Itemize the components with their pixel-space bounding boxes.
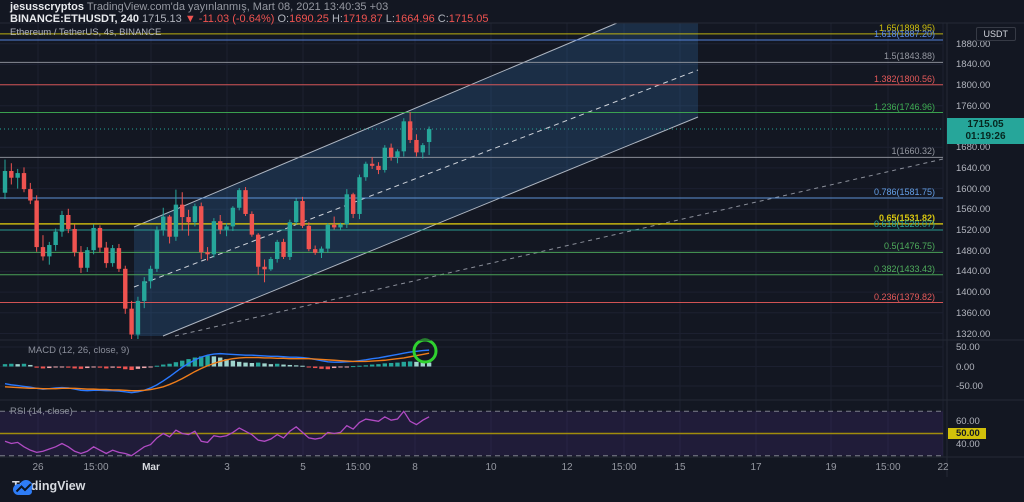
rsi-axis-tick[interactable]: 60.00 xyxy=(956,416,980,428)
price-axis-tick[interactable]: 1840.00 xyxy=(956,59,991,71)
time-axis-tick[interactable]: 22 xyxy=(937,462,949,473)
fib-level-label: 1(1660.32) xyxy=(891,146,935,157)
symbol-name[interactable]: BINANCE:ETHUSDT, 240 xyxy=(10,13,139,25)
currency-toggle[interactable]: USDT xyxy=(975,27,1016,41)
dashed-trendline-drawing[interactable] xyxy=(174,158,944,337)
tradingview-logo-icon xyxy=(13,480,33,495)
price-axis-tick[interactable]: 1360.00 xyxy=(956,307,991,319)
chart-legend[interactable]: Ethereum / TetherUS, 4s, BINANCE xyxy=(10,27,162,38)
price-axis-tick[interactable]: 1400.00 xyxy=(956,287,991,299)
pane-dividers xyxy=(0,22,1024,477)
time-axis-tick[interactable]: 10 xyxy=(485,462,497,473)
time-axis-tick[interactable]: 15:00 xyxy=(345,462,371,473)
publish-text: TradingView.com'da yayınlanmış, Mart 08,… xyxy=(86,1,389,13)
rsi-pane xyxy=(0,410,943,457)
fib-level-label: 0.786(1581.75) xyxy=(873,187,935,198)
time-axis-tick[interactable]: 15:00 xyxy=(83,462,109,473)
low-label: L: xyxy=(385,13,395,25)
high-value: 1719.87 xyxy=(342,13,383,25)
time-axis-tick[interactable]: 19 xyxy=(825,462,837,473)
time-axis-tick[interactable]: 3 xyxy=(224,462,230,473)
rsi-axis-tick[interactable]: 40.00 xyxy=(956,438,980,450)
close-value: 1715.05 xyxy=(448,13,489,25)
price-axis-tick[interactable]: 1320.00 xyxy=(956,328,991,340)
price-axis-tick[interactable]: 1520.00 xyxy=(956,225,991,236)
time-axis-tick[interactable]: 17 xyxy=(750,462,762,473)
macd-axis-tick[interactable]: -50.00 xyxy=(956,381,983,392)
fib-level-label: 0.236(1379.82) xyxy=(873,291,935,302)
fib-level-label: 0.65(1531.82) xyxy=(878,212,935,223)
price-axis-tick[interactable]: 1440.00 xyxy=(956,266,991,278)
rsi-axis-tick[interactable]: 50.00 xyxy=(948,427,986,439)
open-value: 1690.25 xyxy=(289,13,329,25)
time-axis-tick[interactable]: 12 xyxy=(561,462,573,473)
publish-info: jesusscryptos TradingView.com'da yayınla… xyxy=(10,1,388,13)
tradingview-branding[interactable]: TradingView xyxy=(12,479,85,495)
price-axis-tick[interactable]: 1640.00 xyxy=(956,162,991,174)
macd-axis-tick[interactable]: 0.00 xyxy=(956,361,975,373)
macd-signal-line xyxy=(4,352,430,392)
fib-level-label: 1.236(1746.96) xyxy=(873,101,935,112)
rsi-line xyxy=(4,410,430,457)
price-axis-tick[interactable]: 1800.00 xyxy=(956,80,991,92)
time-axis-tick[interactable]: 5 xyxy=(300,462,306,473)
last-price-value: 1715.05 xyxy=(967,119,1004,130)
close-label: C: xyxy=(437,13,449,25)
last-value: 1715.13 xyxy=(142,13,182,25)
time-axis-tick[interactable]: Mar xyxy=(142,462,160,473)
fib-level-label: 0.5(1476.75) xyxy=(883,241,935,252)
high-label: H: xyxy=(331,13,343,25)
low-value: 1664.96 xyxy=(394,13,435,25)
time-axis-tick[interactable]: 26 xyxy=(32,462,44,473)
candlestick-series[interactable] xyxy=(2,112,432,339)
fib-level-label: 1.382(1800.56) xyxy=(873,73,935,84)
price-axis-tick[interactable]: 1760.00 xyxy=(956,100,991,112)
fib-level-label: 1.65(1898.95) xyxy=(878,22,935,33)
fib-level-label: 1.618(1887.20) xyxy=(873,28,935,39)
price-axis-tick[interactable]: 1600.00 xyxy=(956,183,991,195)
last-price-label[interactable]: 1715.05 01:19:26 xyxy=(947,118,1024,144)
fib-level-label: 0.382(1433.43) xyxy=(873,263,935,274)
time-axis-tick[interactable]: 15:00 xyxy=(611,462,637,473)
price-axis-tick[interactable]: 1560.00 xyxy=(956,204,991,216)
rsi-pane-label[interactable]: RSI (14, close) xyxy=(10,406,73,417)
time-axis-tick[interactable]: 15 xyxy=(674,462,686,473)
parallel-channel-drawing[interactable] xyxy=(133,22,699,337)
change-value: ▼ -11.03 (-0.64%) xyxy=(184,13,275,25)
macd-pane-label[interactable]: MACD (12, 26, close, 9) xyxy=(28,345,130,356)
author-name: jesusscryptos xyxy=(10,1,84,13)
fib-level-label: 1.5(1843.88) xyxy=(883,51,935,62)
bar-countdown: 01:19:26 xyxy=(965,131,1006,142)
price-axis-tick[interactable]: 1880.00 xyxy=(956,38,991,50)
fib-level-label: 0.618(1520.07) xyxy=(873,218,935,229)
price-axis-tick[interactable]: 1680.00 xyxy=(956,142,991,154)
time-axis-tick[interactable]: 15:00 xyxy=(875,462,901,473)
price-axis-tick[interactable]: 1480.00 xyxy=(956,245,991,257)
symbol-info-bar: BINANCE:ETHUSDT, 240 1715.13 ▼ -11.03 (-… xyxy=(10,13,489,25)
macd-axis-tick[interactable]: 50.00 xyxy=(956,342,980,353)
open-label: O: xyxy=(277,13,290,25)
time-axis-tick[interactable]: 8 xyxy=(412,462,418,473)
